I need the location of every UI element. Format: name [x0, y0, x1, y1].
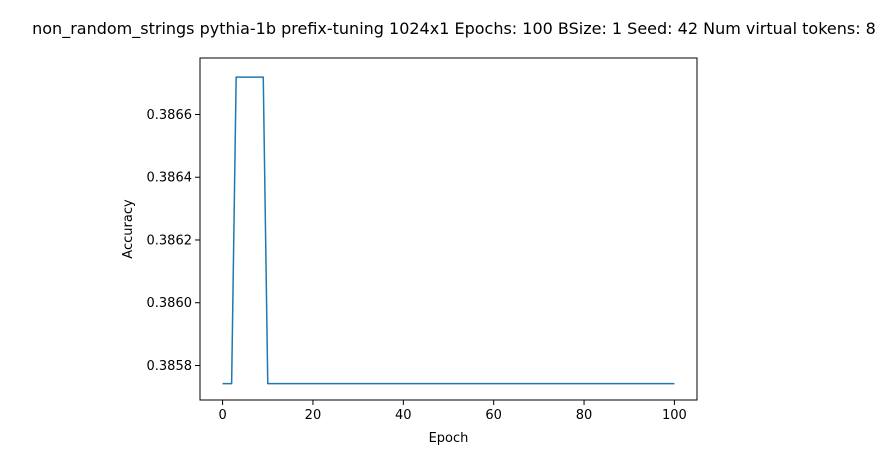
- plot-area: [200, 58, 697, 400]
- x-axis-label: Epoch: [429, 431, 469, 446]
- y-axis-label: Accuracy: [121, 199, 136, 259]
- x-tick-label: 60: [485, 408, 502, 423]
- x-tick-label: 100: [662, 408, 687, 423]
- accuracy-series-line: [222, 76, 675, 385]
- y-tick-label: 0.3866: [147, 108, 193, 123]
- y-tick-label: 0.3862: [147, 233, 193, 248]
- x-tick-label: 0: [218, 408, 226, 423]
- y-tick-label: 0.3858: [147, 359, 193, 374]
- x-tick-label: 20: [305, 408, 322, 423]
- plot-frame: [199, 57, 698, 401]
- y-tick-label: 0.3860: [147, 296, 193, 311]
- y-tick-label: 0.3864: [147, 171, 193, 186]
- y-axis-ticks: 0.3858 0.3860 0.3862 0.3864 0.3866: [147, 108, 200, 374]
- x-tick-label: 80: [576, 408, 593, 423]
- chart-title: non_random_strings pythia-1b prefix-tuni…: [32, 19, 876, 39]
- x-axis-ticks: 0 20 40 60 80 100: [218, 400, 687, 423]
- x-tick-label: 40: [395, 408, 412, 423]
